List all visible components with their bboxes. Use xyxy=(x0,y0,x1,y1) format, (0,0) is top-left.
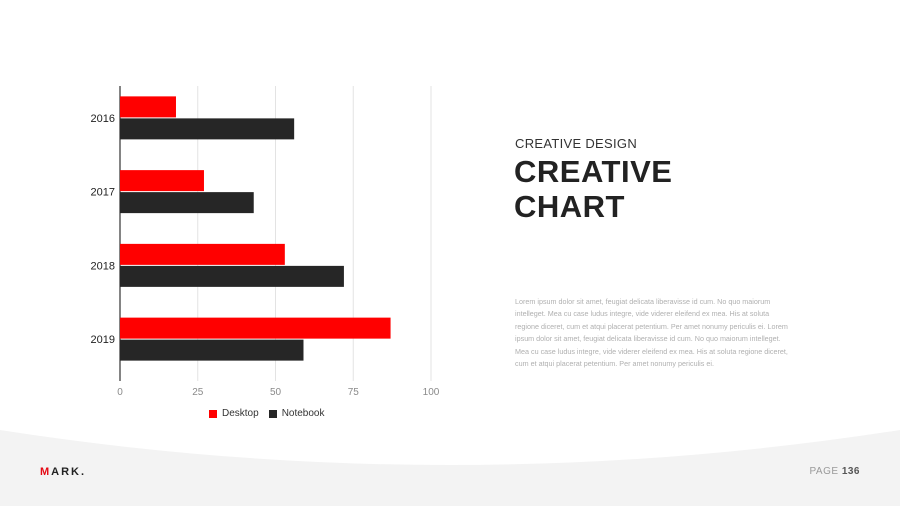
bar-desktop-2016 xyxy=(120,96,176,118)
slide-kicker: CREATIVE DESIGN xyxy=(515,136,638,151)
category-label-2017: 2017 xyxy=(91,187,115,199)
page-number: PAGE 136 xyxy=(809,466,860,477)
bar-notebook-2016 xyxy=(120,118,295,140)
x-tick-label-0: 0 xyxy=(117,387,123,398)
x-tick-label-75: 75 xyxy=(348,387,360,398)
legend-item-notebook: Notebook xyxy=(268,408,325,419)
category-label-2019: 2019 xyxy=(91,334,115,346)
legend-swatch-notebook xyxy=(268,409,277,418)
legend-swatch-desktop xyxy=(209,409,217,418)
legend-label-notebook: Notebook xyxy=(281,408,325,419)
category-label-2016: 2016 xyxy=(91,113,115,125)
x-tick-label-100: 100 xyxy=(423,387,440,398)
brand-logo: MARK. xyxy=(40,466,86,478)
legend-item-desktop: Desktop xyxy=(209,408,259,419)
category-label-2018: 2018 xyxy=(91,260,115,272)
x-tick-label-25: 25 xyxy=(192,387,204,398)
page-number-value: 136 xyxy=(841,466,860,477)
chart-legend: Desktop Notebook xyxy=(209,408,325,419)
bar-desktop-2018 xyxy=(120,243,285,265)
legend-label-desktop: Desktop xyxy=(222,408,259,419)
slide-body-text: Lorem ipsum dolor sit amet, feugiat deli… xyxy=(515,297,788,369)
slide-title-line2: CHART xyxy=(514,189,625,224)
bar-notebook-2018 xyxy=(120,265,344,287)
slide-title: CREATIVE CHART xyxy=(514,154,814,224)
slide-title-line1: CREATIVE xyxy=(514,154,673,189)
bar-notebook-2017 xyxy=(120,192,254,214)
page-label: PAGE xyxy=(809,466,839,477)
logo-rest: ARK. xyxy=(51,466,87,478)
bar-notebook-2019 xyxy=(120,339,304,361)
x-tick-label-50: 50 xyxy=(270,387,282,398)
bar-chart: 0 25 50 75 100 2016 2017 2018 2019 xyxy=(91,86,440,398)
logo-accent-letter: M xyxy=(40,466,52,478)
bar-desktop-2017 xyxy=(120,170,204,192)
bar-desktop-2019 xyxy=(120,317,391,339)
